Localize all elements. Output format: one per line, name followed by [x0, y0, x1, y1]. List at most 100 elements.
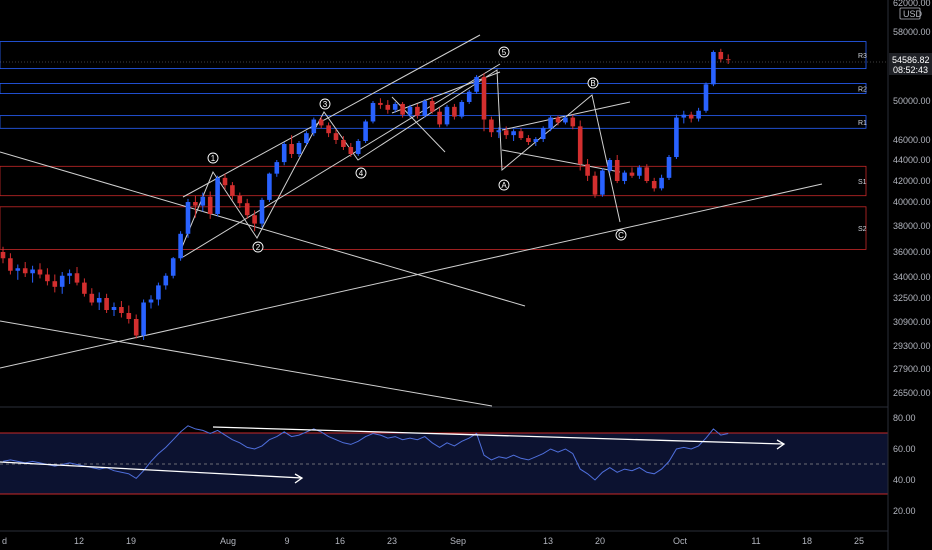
channel-upper-line: [182, 34, 481, 198]
wave-labels: 1 2 3 4 5 A B C: [207, 46, 627, 253]
candle-body: [718, 52, 724, 60]
candle: [718, 48, 724, 63]
time-tick-label: Aug: [220, 536, 236, 546]
candle-body: [326, 125, 331, 134]
candle-body: [548, 117, 553, 129]
candle: [178, 231, 183, 261]
candle: [252, 210, 257, 232]
rsi-line: [2, 425, 729, 481]
candle-body: [96, 298, 102, 303]
candle: [74, 267, 80, 286]
currency-badge[interactable]: [899, 7, 921, 20]
candle-body: [681, 114, 687, 118]
candle: [725, 54, 731, 64]
candle: [415, 103, 420, 119]
level-label-s2: S2: [858, 226, 867, 233]
candle: [489, 116, 494, 138]
candle-body: [622, 172, 627, 181]
candle: [37, 263, 43, 279]
price-tick-label: 36000.00: [893, 247, 931, 257]
candle-body: [200, 196, 206, 206]
candle: [111, 302, 117, 316]
candle-body: [370, 102, 376, 122]
price-tick-label: 50000.00: [893, 96, 931, 106]
candle: [600, 168, 605, 197]
wave-label-2: 2: [252, 241, 264, 253]
countdown-timer: 08:52:43: [893, 65, 928, 75]
candle: [518, 128, 524, 140]
candle-body: [59, 275, 65, 287]
wave-text: 4: [359, 169, 364, 178]
wave-count-path: [179, 69, 621, 253]
candle: [651, 177, 657, 192]
candle: [267, 172, 272, 202]
candle: [622, 170, 627, 185]
wave-text: 1: [211, 154, 216, 163]
wave-circle: [355, 167, 367, 179]
candle-body: [45, 274, 50, 282]
candle-body: [511, 131, 516, 136]
candle: [296, 141, 302, 157]
candle: [481, 73, 487, 132]
wave-circle: [252, 241, 264, 253]
candle-body: [89, 293, 95, 303]
wave-label-b: B: [587, 77, 599, 89]
wave-circle: [498, 179, 510, 191]
rsi-divergence-line: [212, 426, 785, 445]
time-tick-label: 12: [74, 536, 84, 546]
candle-body: [15, 268, 21, 271]
candle-body: [8, 258, 13, 271]
candle: [185, 198, 191, 238]
candle-body: [185, 202, 191, 234]
price-tick-label: 30900.00: [893, 317, 931, 327]
candle: [304, 131, 309, 145]
candle: [274, 160, 280, 177]
candle-body: [503, 130, 509, 136]
candle: [392, 101, 398, 113]
candle-body: [267, 173, 272, 200]
candle: [607, 158, 613, 173]
candle-body: [193, 202, 198, 206]
candle-body: [481, 76, 487, 120]
candle: [459, 100, 465, 119]
price-tick-label: 42000.00: [893, 176, 931, 186]
price-tick-label: 32500.00: [893, 293, 931, 303]
wave-text: 5: [502, 48, 507, 57]
candle: [444, 104, 450, 127]
candle: [355, 139, 361, 156]
candle: [422, 99, 428, 118]
price-tick-label: 46000.00: [893, 135, 931, 145]
time-tick-label: 13: [543, 536, 553, 546]
candle: [363, 119, 368, 143]
wave-text: B: [590, 79, 595, 88]
candle: [659, 174, 664, 191]
time-tick-label: Sep: [450, 536, 466, 546]
candle: [681, 110, 687, 124]
candle-body: [437, 111, 442, 125]
candle: [526, 135, 531, 145]
candle: [163, 273, 169, 290]
price-axis-ticks[interactable]: 58000.0054000.0050000.0046000.0044000.00…: [893, 27, 931, 398]
price-tick-label: 27900.00: [893, 364, 931, 374]
wave-text: 2: [256, 243, 261, 252]
time-axis-ticks[interactable]: d 12 19 Aug 9 16 23 Sep 13 20 Oct 11 18 25: [2, 536, 864, 546]
level-zone-r2: [0, 83, 867, 95]
rsi-tick-label: 40.00: [893, 475, 916, 485]
candle: [215, 175, 220, 217]
candle-body: [585, 164, 590, 176]
candle-body: [259, 199, 265, 224]
time-tick-label: 25: [854, 536, 864, 546]
candle: [452, 103, 457, 120]
candle: [429, 97, 435, 114]
candle-body: [341, 140, 346, 147]
candles: [0, 48, 731, 340]
candle-body: [526, 138, 531, 142]
candle-body: [725, 59, 731, 61]
candle-body: [133, 319, 139, 336]
time-tick-label: Oct: [673, 536, 688, 546]
candle-body: [555, 117, 561, 123]
candle: [15, 264, 21, 280]
candle-body: [614, 160, 620, 181]
